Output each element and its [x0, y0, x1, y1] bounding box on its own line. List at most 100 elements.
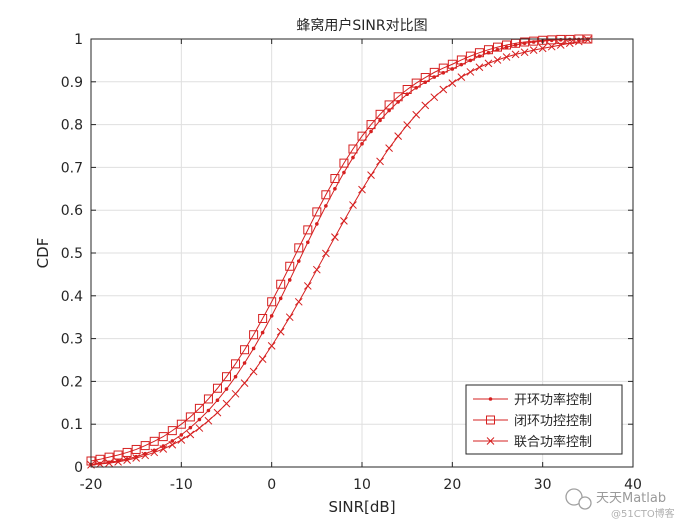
series-3-point	[312, 265, 321, 274]
y-tick-label: 1	[74, 32, 83, 48]
series-3-point-stroke-b	[529, 46, 538, 54]
series-3-point	[538, 44, 547, 53]
series-2-point	[357, 131, 367, 141]
series-1-point	[188, 425, 193, 430]
x-tick-label: 40	[624, 477, 642, 493]
series-3-point	[556, 41, 565, 49]
series-3-point-stroke-b	[556, 41, 565, 49]
series-2-point	[258, 313, 268, 323]
series-3-point-stroke-b	[502, 53, 511, 61]
series-1-point	[233, 374, 238, 379]
y-axis-label: CDF	[34, 238, 52, 269]
x-tick-labels: -20 -10 0 10 20 30 40	[80, 477, 642, 493]
series-3-point-stroke-b	[249, 367, 258, 376]
series-3-point	[358, 185, 366, 194]
series-1-point	[260, 330, 265, 335]
series-layer	[86, 34, 593, 469]
series-1-point	[405, 92, 409, 97]
series-3-point-stroke-b	[312, 265, 321, 274]
series-1-point	[432, 75, 437, 79]
series-2-point	[321, 190, 331, 200]
wechat-icon	[565, 488, 583, 506]
series-3-point-stroke-b	[367, 171, 375, 179]
series-2-point	[384, 100, 394, 110]
series-3-point-stroke-b	[403, 121, 412, 129]
series-2-point	[194, 403, 204, 413]
series-3-point-stroke-b	[430, 93, 439, 102]
series-3-point	[493, 56, 502, 64]
series-2-point	[547, 35, 557, 45]
series-3-point	[466, 68, 475, 76]
series-3-point	[96, 460, 104, 468]
series-3-point	[168, 440, 177, 449]
series-3-point	[177, 436, 186, 444]
series-3-point	[141, 451, 150, 460]
series-1-point	[513, 43, 518, 47]
series-3-point-stroke-b	[186, 430, 195, 439]
series-3-point-stroke-b	[376, 157, 384, 166]
series-1-point	[369, 129, 373, 134]
series-3-point-stroke-b	[231, 389, 240, 398]
series-2-point	[465, 51, 475, 61]
series-2-point	[330, 174, 340, 184]
series-1-point	[333, 187, 337, 191]
legend-swatch-marker	[488, 397, 493, 401]
series-3-point-stroke-b	[412, 110, 421, 119]
series-1-point	[242, 361, 247, 365]
series-2-point	[140, 441, 150, 451]
series-3-point	[231, 389, 240, 398]
x-tick-label: -20	[80, 477, 103, 493]
watermark-sub: @51CTO博客	[611, 507, 675, 520]
legend-item-3: 联合功率控制	[473, 434, 592, 450]
series-2-point	[203, 394, 213, 404]
y-tick-label: 0.8	[61, 118, 83, 134]
series-2-point	[131, 444, 141, 454]
series-1-point	[351, 155, 355, 160]
series-2-point	[538, 35, 548, 45]
x-tick-label: 10	[353, 477, 371, 493]
series-3-point-stroke-b	[132, 454, 141, 462]
wechat-icon-small	[578, 496, 592, 510]
series-3-point-stroke-b	[222, 399, 231, 408]
series-3-point-stroke-b	[421, 101, 430, 110]
series-3-point-stroke-b	[331, 233, 339, 242]
series-3-point	[340, 217, 348, 225]
series-3-point-stroke-b	[484, 59, 493, 68]
series-3-point	[186, 430, 195, 439]
series-1-point	[206, 408, 211, 413]
series-3-point-stroke-b	[475, 63, 484, 72]
series-3-point-stroke-b	[150, 448, 159, 457]
series-2-point	[158, 432, 168, 442]
legend-swatch-marker-stroke-b	[486, 437, 495, 445]
series-3-point	[565, 39, 574, 48]
series-2-line	[90, 38, 588, 462]
series-3-point	[195, 424, 204, 432]
legend-label: 开环功率控制	[514, 392, 592, 408]
series-2-point	[438, 63, 448, 73]
series-2-point	[104, 452, 114, 462]
series-1-point	[423, 80, 428, 85]
series-2-point	[456, 55, 466, 65]
series-2-point	[276, 279, 286, 289]
series-2-point	[267, 297, 277, 307]
series-3-point-stroke-b	[385, 144, 393, 152]
series-3-point-stroke-b	[547, 42, 556, 51]
series-3-point	[213, 408, 222, 417]
legend-item-1: 开环功率控制	[473, 392, 592, 408]
series-3-point	[403, 121, 412, 129]
y-tick-label: 0.9	[61, 75, 83, 91]
series-3-point-stroke-b	[159, 445, 168, 453]
series-1-point	[287, 278, 292, 282]
series-3-point	[376, 157, 384, 166]
series-3-point-stroke-b	[258, 355, 267, 363]
watermark-main: 天天Matlab	[596, 491, 666, 506]
series-3-point-stroke-b	[340, 217, 348, 225]
series-2-point	[240, 345, 250, 355]
series-3-point-stroke-b	[448, 79, 457, 87]
series-2-point	[222, 372, 231, 382]
series-3-point-stroke-b	[276, 327, 285, 336]
series-2-point	[122, 447, 132, 457]
series-3-point	[367, 171, 375, 179]
y-tick-label: 0.4	[61, 289, 83, 305]
